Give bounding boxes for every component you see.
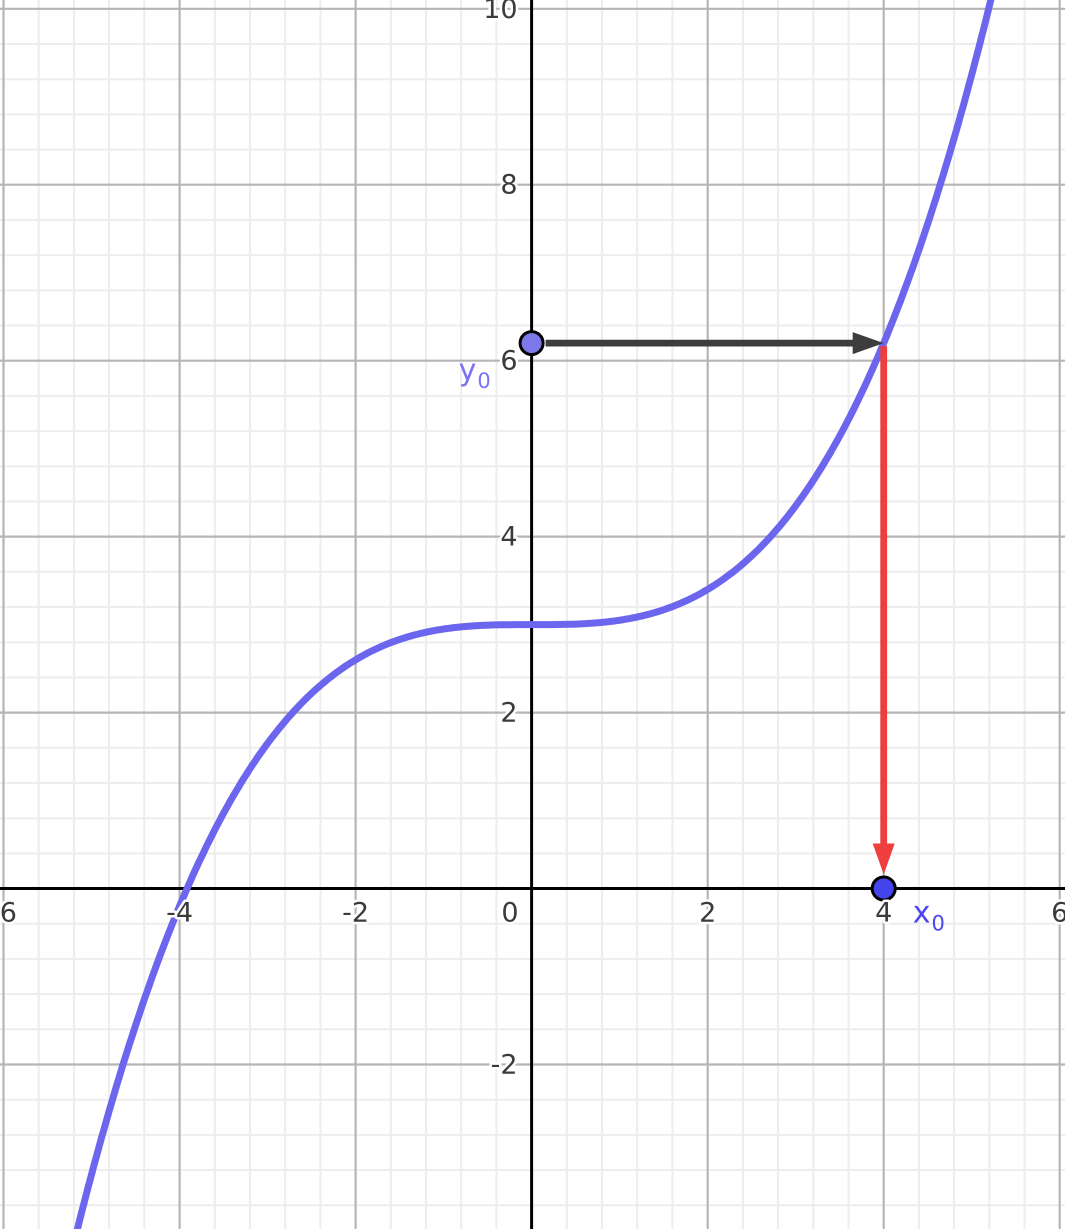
label-y0-main: y [459,353,477,388]
y-tick-label: 4 [500,522,517,553]
x-tick-label: 4 [875,898,892,929]
x-tick-label: -6 [0,898,17,929]
label-y0: y0 [459,353,491,393]
horizontal-arrow-head [852,332,884,355]
y-tick-label: 2 [500,698,517,729]
x-tick-label: -4 [166,898,193,929]
y-tick-label: -2 [491,1050,518,1081]
label-x0-sub: 0 [931,912,944,936]
x-tick-label: 2 [699,898,716,929]
x-tick-label: 6 [1051,898,1065,929]
label-y0-sub: 0 [477,369,490,393]
y-tick-label: 8 [500,170,517,201]
label-x0-main: x [913,896,931,931]
y-tick-label: 6 [500,346,517,377]
point-y0[interactable] [518,330,545,357]
point-x0[interactable] [870,875,897,902]
x-tick-label: 0 [501,898,518,929]
y-tick-label: 10 [483,0,517,25]
label-x0: x0 [913,896,945,936]
vertical-arrow-head [872,843,895,875]
x-tick-label: -2 [342,898,369,929]
